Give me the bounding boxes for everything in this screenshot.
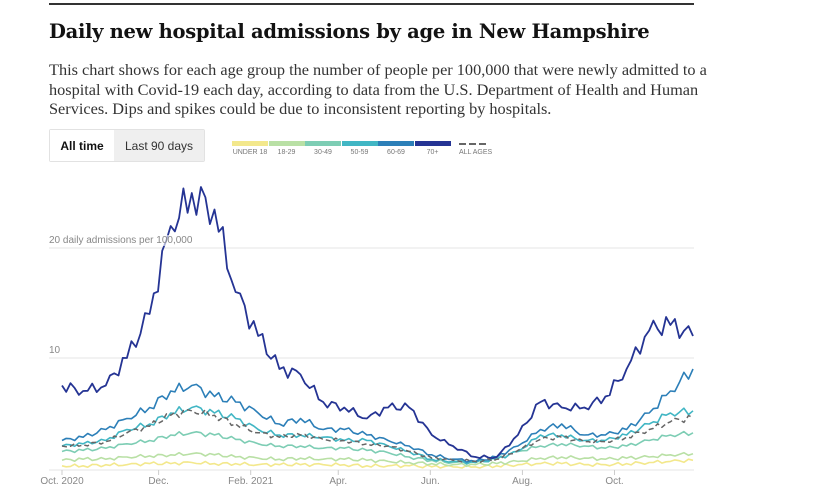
x-tick-label: Oct. xyxy=(605,476,624,487)
top-rule xyxy=(49,3,694,5)
legend-label: 70+ xyxy=(426,149,439,156)
legend-swatch xyxy=(305,141,341,146)
series-line-70- xyxy=(61,186,694,459)
legend-label: 50-59 xyxy=(350,149,369,156)
x-tick-label: Dec. xyxy=(148,476,169,487)
x-tick-label: Oct. 2020 xyxy=(40,476,84,487)
legend-swatch xyxy=(378,141,414,146)
legend-swatch xyxy=(414,141,451,146)
legend-item: 50-59 xyxy=(341,141,378,156)
legend-label: 30-49 xyxy=(314,149,332,156)
tab-last-90-days[interactable]: Last 90 days xyxy=(114,130,204,161)
legend-item: UNDER 18 xyxy=(232,141,268,156)
legend-item: 18-29 xyxy=(268,141,305,156)
tab-all-time[interactable]: All time xyxy=(50,130,114,161)
series-line-60-69 xyxy=(61,368,694,463)
legend-swatch xyxy=(232,141,268,146)
legend-label: UNDER 18 xyxy=(232,149,268,156)
x-tick-label: Apr. xyxy=(329,476,348,487)
legend-item: 30-49 xyxy=(305,141,341,156)
legend-label: 18-29 xyxy=(277,149,296,156)
legend-item: ALL AGES xyxy=(459,141,495,156)
chart-legend: UNDER 18 18-29 30-49 50-59 60-69 70+ ALL AGES xyxy=(232,141,495,156)
chart-description: This chart shows for each age group the … xyxy=(49,60,707,118)
legend-label: ALL AGES xyxy=(459,149,493,156)
legend-item: 70+ xyxy=(414,141,451,156)
x-tick-label: Aug. xyxy=(512,476,533,487)
legend-item: 60-69 xyxy=(378,141,414,156)
x-tick-label: Feb. 2021 xyxy=(228,476,274,487)
x-tick-label: Jun. xyxy=(420,476,440,487)
legend-swatch xyxy=(459,141,495,146)
legend-swatch xyxy=(341,141,378,146)
series-line-18-29 xyxy=(61,451,694,468)
legend-swatch xyxy=(268,141,305,146)
y-tick-label: 10 xyxy=(49,345,61,356)
series-line-under-18 xyxy=(61,458,694,469)
y-tick-label: 20 daily admissions per 100,000 xyxy=(49,235,193,246)
time-range-toggle: All time Last 90 days xyxy=(49,129,205,162)
chart-title: Daily new hospital admissions by age in … xyxy=(49,20,650,43)
series-line-all-ages xyxy=(61,408,694,464)
series-line-30-49 xyxy=(61,430,694,465)
legend-label: 60-69 xyxy=(387,149,405,156)
